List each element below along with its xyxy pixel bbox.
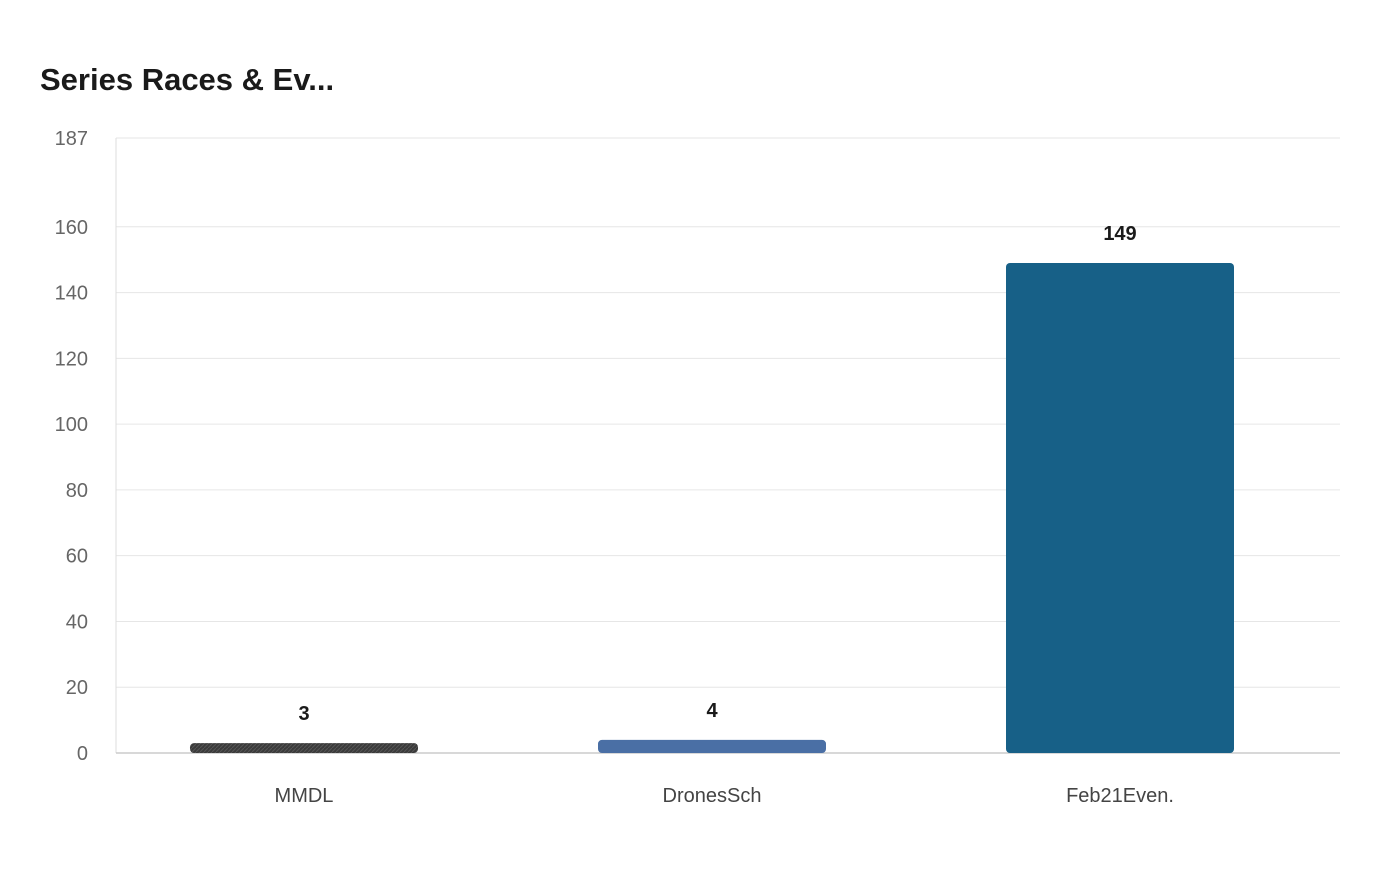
y-tick-label: 187 [55, 128, 88, 150]
data-label: 3 [298, 703, 309, 725]
bar-dronessch[interactable] [598, 739, 826, 753]
bar-mmdl[interactable] [190, 743, 418, 753]
x-tick-label: MMDL [275, 785, 334, 807]
y-tick-label: 20 [66, 677, 88, 699]
y-tick-label: 60 [66, 546, 88, 568]
y-tick-label: 100 [55, 414, 88, 436]
bar-feb21even-[interactable] [1006, 262, 1234, 753]
y-tick-label: 40 [66, 611, 88, 633]
labels: 0 20 40 60 80 100 120 140 160 187 3 MMDL 4 DronesSch 1… [55, 128, 1174, 807]
y-tick-label: 120 [55, 348, 88, 370]
y-tick-label: 80 [66, 480, 88, 502]
chart-title: Series Races & Ev... [40, 62, 335, 97]
data-label: 4 [706, 700, 718, 722]
data-label: 149 [1103, 223, 1136, 245]
bars [190, 262, 1234, 753]
x-tick-label: DronesSch [663, 785, 762, 807]
y-tick-label: 0 [77, 743, 88, 765]
y-tick-label: 160 [55, 217, 88, 239]
x-tick-label: Feb21Even. [1066, 785, 1174, 807]
y-tick-label: 140 [55, 283, 88, 305]
